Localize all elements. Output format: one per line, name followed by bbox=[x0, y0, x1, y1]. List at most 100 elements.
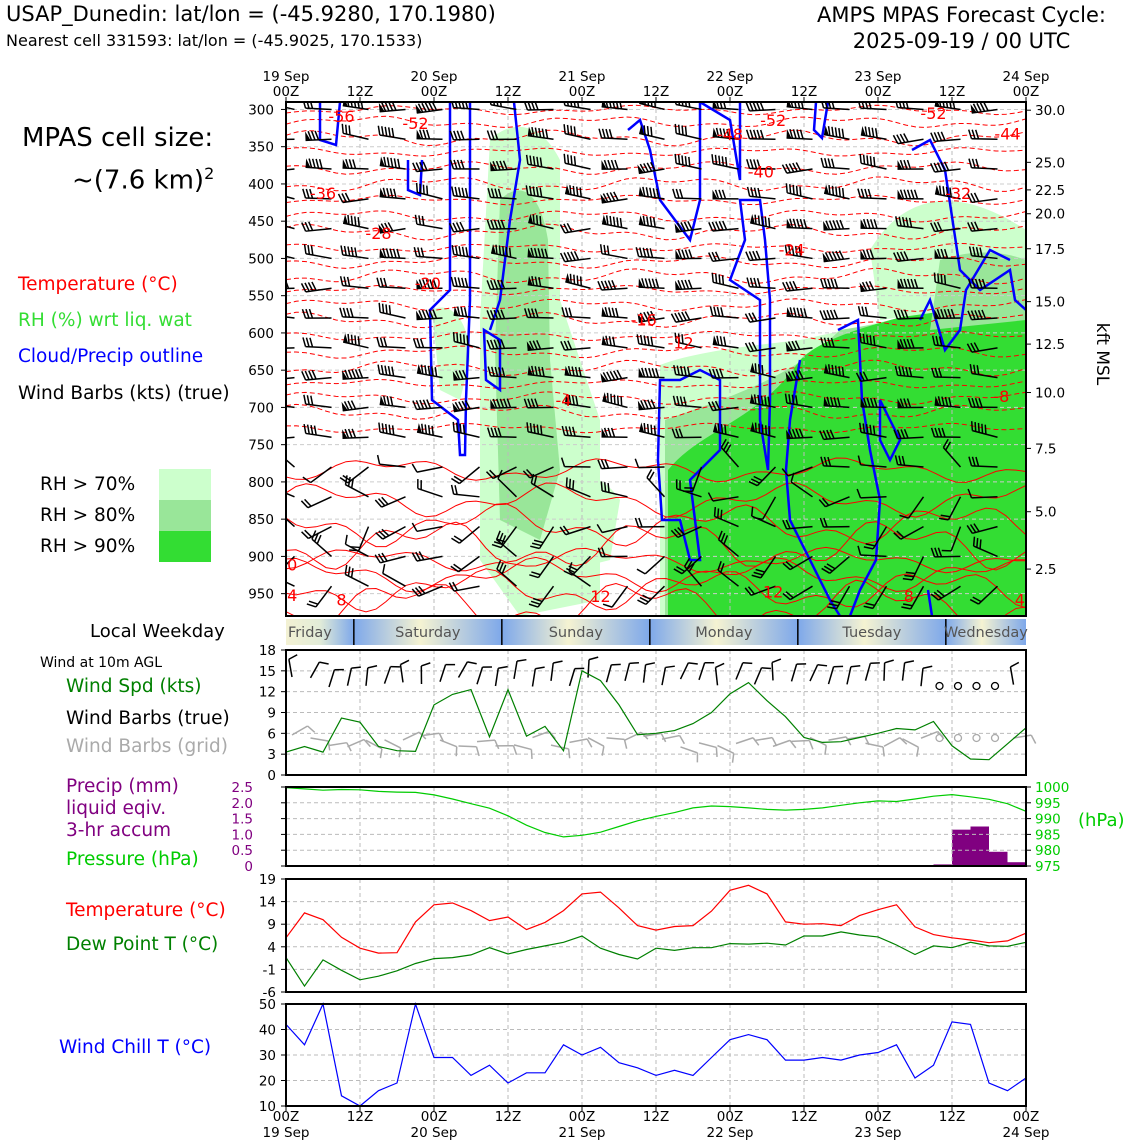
wind-barb bbox=[564, 184, 591, 200]
wind-barb bbox=[846, 665, 861, 685]
wind-barb bbox=[967, 221, 998, 232]
label-precip-1: Precip (mm) bbox=[66, 776, 179, 797]
wind-barb bbox=[786, 128, 813, 140]
temperature-label: -12 bbox=[668, 334, 694, 353]
wind-barb bbox=[967, 397, 998, 409]
height-tick-label: 10.0 bbox=[1035, 386, 1065, 402]
wind-barb bbox=[286, 347, 295, 349]
wind-barb bbox=[344, 475, 369, 498]
wind-barb bbox=[565, 273, 591, 289]
top-tick-hour: 00Z bbox=[273, 84, 299, 100]
top-tick-hour: 00Z bbox=[1013, 84, 1039, 100]
legend-rh90-swatch bbox=[159, 531, 211, 562]
temperature-contour bbox=[286, 311, 1026, 329]
legend-temperature: Temperature (°C) bbox=[18, 274, 178, 295]
bottom-tick-hour: 00Z bbox=[273, 1109, 299, 1125]
bottom-tick-hour: 00Z bbox=[717, 1109, 743, 1125]
temperature-label: -32 bbox=[945, 184, 971, 203]
wind-barb bbox=[712, 189, 739, 200]
wind-barb bbox=[525, 185, 554, 200]
rh90-region-east bbox=[668, 280, 1026, 616]
wind-barb bbox=[893, 525, 924, 540]
wind-barb bbox=[893, 309, 924, 320]
forecast-title-line: AMPS MPAS Forecast Cycle: bbox=[817, 3, 1106, 27]
wind-barb bbox=[490, 160, 517, 172]
wind-barb bbox=[531, 666, 545, 687]
wind-barb bbox=[683, 557, 703, 587]
wind-barb bbox=[303, 244, 332, 260]
temperature-label: 8 bbox=[336, 591, 346, 610]
y-tick-label: 12 bbox=[259, 685, 276, 701]
wind-barb bbox=[302, 466, 332, 484]
height-tick-label: 7.5 bbox=[1035, 441, 1056, 457]
wind-barb bbox=[670, 525, 702, 539]
wind-barb bbox=[420, 662, 431, 684]
wind-barb bbox=[496, 560, 517, 587]
cloud-outline-east-bottom bbox=[926, 589, 934, 616]
wind-barb bbox=[302, 337, 332, 349]
wind-barb bbox=[526, 340, 554, 351]
wind-barb bbox=[301, 370, 332, 381]
wind-barb bbox=[786, 428, 813, 440]
wind-chill-line bbox=[285, 1001, 1027, 1107]
wind-barb bbox=[785, 369, 813, 382]
wind-barb bbox=[823, 363, 850, 379]
y-tick-label: 50 bbox=[259, 997, 276, 1013]
temperature-label: -24 bbox=[779, 240, 805, 259]
wind-barb bbox=[781, 162, 813, 174]
forecast-cycle-date: 2025-09-19 / 00 UTC bbox=[852, 29, 1071, 53]
wind-barb bbox=[301, 221, 332, 232]
wind-barb bbox=[411, 463, 443, 473]
wind-barb bbox=[522, 466, 554, 479]
wind-barb bbox=[449, 159, 480, 170]
temperature-label: -48 bbox=[717, 125, 743, 144]
wind-barb bbox=[967, 129, 998, 140]
wind-barb bbox=[883, 659, 894, 681]
wind-barb bbox=[819, 517, 850, 528]
calm-circle-grid bbox=[990, 733, 1000, 743]
bottom-tick-hour: 12Z bbox=[495, 1109, 521, 1125]
wind-barb bbox=[525, 154, 554, 170]
wind-barb bbox=[642, 662, 656, 683]
wind-barb bbox=[376, 337, 406, 349]
height-tick-label: 25.0 bbox=[1035, 155, 1065, 171]
label-temperature: Temperature (°C) bbox=[66, 900, 226, 921]
wind-barb bbox=[342, 333, 369, 349]
wind-barb bbox=[637, 161, 665, 175]
wind-barb bbox=[823, 125, 850, 140]
wind-barbs-profile bbox=[286, 102, 999, 610]
wind-barb bbox=[378, 302, 406, 319]
wind-barb bbox=[302, 188, 332, 200]
wind-barb bbox=[450, 484, 480, 498]
legend-rh70: RH > 70% bbox=[40, 474, 136, 495]
wind-barb bbox=[490, 398, 517, 409]
bottom-tick-hour: 00Z bbox=[1013, 1109, 1039, 1125]
wind-barb bbox=[858, 102, 887, 111]
wind-barb bbox=[735, 662, 753, 680]
wind-barb bbox=[487, 187, 517, 200]
wind-barb bbox=[378, 102, 406, 113]
wind-barb bbox=[560, 340, 591, 351]
wind-barb bbox=[601, 214, 628, 230]
wind-barb bbox=[528, 213, 554, 230]
wind-barb bbox=[365, 739, 383, 759]
wind-barb bbox=[930, 221, 961, 233]
wind-barb bbox=[286, 376, 295, 380]
wind-barb bbox=[341, 123, 369, 140]
wind-barb bbox=[563, 555, 592, 576]
wind-barb bbox=[597, 279, 628, 291]
wind-barb bbox=[286, 458, 295, 468]
legend-cloud: Cloud/Precip outline bbox=[18, 346, 204, 367]
temperature-contour bbox=[286, 345, 1026, 359]
wind-barb bbox=[720, 438, 740, 468]
wind-barb bbox=[342, 368, 369, 380]
wind-barb bbox=[968, 158, 998, 170]
temperature-label: -36 bbox=[310, 184, 336, 203]
wind-barb bbox=[486, 309, 517, 320]
wind-barb bbox=[597, 547, 628, 558]
wind-barb bbox=[341, 400, 369, 412]
wind-barb bbox=[494, 665, 508, 687]
wind-barb bbox=[860, 397, 887, 409]
wind-barb bbox=[527, 247, 554, 260]
wind-barb bbox=[934, 248, 961, 260]
